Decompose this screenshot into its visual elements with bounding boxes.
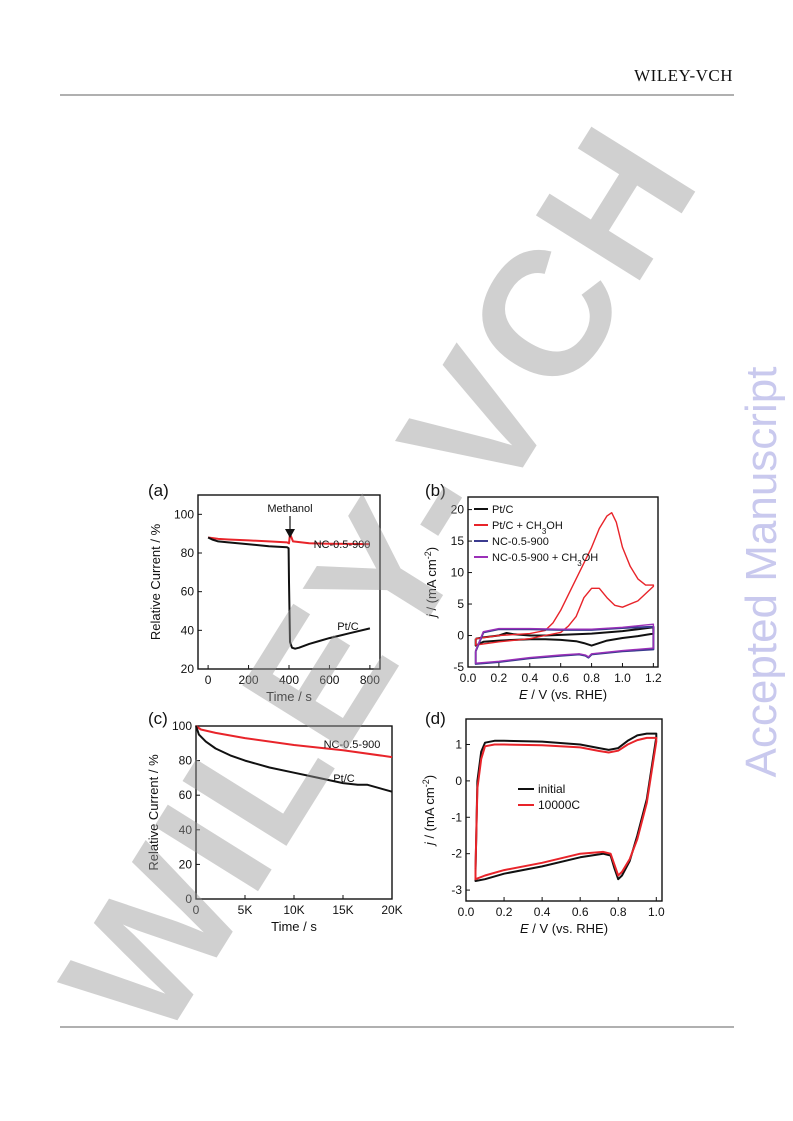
legend-label: Pt/C	[492, 504, 513, 516]
panel-label: (b)	[425, 481, 446, 500]
y-tick-label: 0	[455, 774, 462, 788]
header-rule	[60, 94, 734, 96]
series-line-pt-c	[195, 725, 393, 793]
y-tick-label: 40	[181, 623, 195, 637]
y-tick-label: 40	[179, 823, 193, 837]
x-tick-label: 0.6	[552, 671, 569, 685]
x-tick-label: 400	[279, 673, 299, 687]
series-line-pt-c-ch3oh	[475, 512, 655, 646]
y-tick-label: 10	[451, 566, 465, 580]
accepted-manuscript-watermark: Accepted Manuscript	[737, 366, 786, 778]
x-tick-label: 1.2	[645, 671, 662, 685]
series-label-nc-a: NC-0.5-900	[314, 539, 371, 551]
x-tick-label: 0.8	[583, 671, 600, 685]
y-tick-label: 100	[174, 507, 194, 521]
y-tick-label: 60	[181, 585, 195, 599]
plot-frame	[467, 496, 659, 668]
panel-label: (c)	[148, 709, 168, 728]
x-axis-label: E / V (vs. RHE)	[520, 921, 608, 936]
panel-b	[467, 496, 659, 668]
x-axis-label: Time / s	[266, 689, 312, 704]
panel-a	[197, 494, 381, 670]
series-line-initial	[474, 732, 658, 882]
x-axis-label: E / V (vs. RHE)	[519, 687, 607, 702]
y-axis-label: j / (mA cm-2)	[421, 775, 437, 847]
y-tick-label: 60	[179, 788, 193, 802]
panel-label: (d)	[425, 709, 446, 728]
panel-label: (a)	[148, 481, 169, 500]
legend-label: Pt/C + CH3OH	[492, 520, 563, 536]
y-tick-label: -3	[451, 883, 462, 897]
y-tick-label: 5	[457, 597, 464, 611]
y-tick-label: 0	[457, 629, 464, 643]
series-line-nc-0-5-900	[207, 532, 370, 546]
legend-label: 10000C	[538, 798, 580, 812]
x-tick-label: 800	[360, 673, 380, 687]
y-tick-label: 15	[451, 534, 465, 548]
series-line-nc-0-5-900	[195, 725, 393, 759]
series-label-ptc-c: Pt/C	[333, 773, 354, 785]
series-label-ptc-a: Pt/C	[337, 621, 358, 633]
x-tick-label: 1.0	[614, 671, 631, 685]
x-tick-label: 0.4	[534, 905, 551, 919]
legend-label: NC-0.5-900	[492, 536, 549, 548]
x-axis-label: Time / s	[271, 919, 317, 934]
series-line-nc-0-5-900	[474, 625, 655, 665]
series-line-pt-c	[207, 536, 371, 650]
x-tick-label: 5K	[238, 903, 253, 917]
x-tick-label: 0.6	[572, 905, 589, 919]
plot-frame	[195, 725, 393, 900]
publisher-logo: WILEY-VCH	[634, 66, 733, 86]
y-tick-label: 1	[455, 737, 462, 751]
y-axis-label: Relative Current / %	[148, 523, 163, 640]
y-tick-label: 0	[185, 892, 192, 906]
y-tick-label: 20	[451, 503, 465, 517]
x-tick-label: 0.0	[458, 905, 475, 919]
legend-label: NC-0.5-900 + CH3OH	[492, 552, 598, 568]
y-tick-label: -5	[453, 660, 464, 674]
series-line-nc-0-5-900-ch3oh	[475, 623, 655, 664]
x-tick-label: 0.8	[610, 905, 627, 919]
y-tick-label: 80	[181, 546, 195, 560]
plot-frame	[465, 718, 663, 902]
x-tick-label: 0	[205, 673, 212, 687]
y-tick-label: 20	[181, 662, 195, 676]
legend-label: initial	[538, 782, 565, 796]
y-tick-label: 20	[179, 857, 193, 871]
series-line-10000c	[474, 736, 658, 881]
y-tick-label: -1	[451, 810, 462, 824]
y-tick-label: 80	[179, 754, 193, 768]
x-tick-label: 0.4	[521, 671, 538, 685]
methanol-arrow-head	[285, 529, 295, 538]
series-label-nc-c: NC-0.5-900	[324, 739, 381, 751]
publisher-name: WILEY-VCH	[634, 66, 733, 85]
y-axis-label: j / (mA cm-2)	[423, 547, 439, 619]
x-tick-label: 200	[239, 673, 259, 687]
x-tick-label: 10K	[283, 903, 304, 917]
panel-d	[465, 718, 663, 902]
x-tick-label: 15K	[332, 903, 353, 917]
x-tick-label: 0.0	[460, 671, 477, 685]
y-tick-label: -2	[451, 847, 462, 861]
x-tick-label: 600	[319, 673, 339, 687]
x-tick-label: 0	[193, 903, 200, 917]
x-tick-label: 0.2	[496, 905, 513, 919]
y-tick-label: 100	[172, 719, 192, 733]
x-tick-label: 0.2	[491, 671, 508, 685]
x-tick-label: 20K	[381, 903, 402, 917]
methanol-annotation: Methanol	[267, 503, 312, 515]
footer-rule	[60, 1026, 734, 1028]
y-axis-label: Relative Current / %	[146, 754, 161, 871]
x-tick-label: 1.0	[648, 905, 665, 919]
panel-c	[195, 725, 393, 900]
